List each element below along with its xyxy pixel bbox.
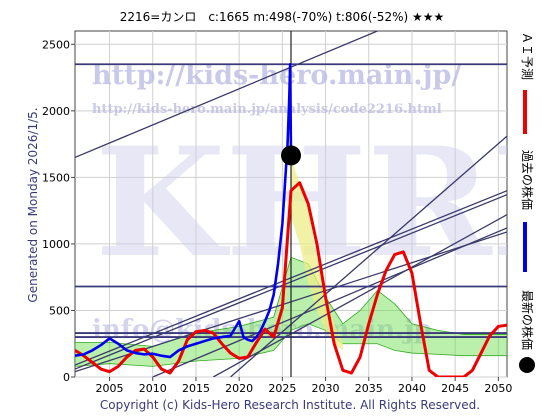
chart-title: 2216=カンロ c:1665 m:498(-70%) t:806(-52%) … (120, 10, 445, 24)
legend-past-price-swatch (523, 222, 527, 272)
trend-line (212, 214, 507, 377)
x-tick-label: 2040 (398, 382, 426, 395)
x-tick-label: 2020 (225, 382, 253, 395)
y-tick-label: 1500 (42, 171, 70, 184)
legend-latest-price-dot (519, 357, 535, 373)
x-tick-label: 2030 (312, 382, 340, 395)
band-yellow (291, 157, 343, 351)
analysis-url-watermark: http://kids-hero.main.jp/analysis/code22… (92, 102, 442, 117)
legend-past-price-label: 過去の株価 (520, 150, 535, 210)
latest-marker-group (281, 145, 301, 166)
y-axis-ticks: 0 500 1000 1500 2000 2500 (42, 38, 75, 384)
price-series (75, 62, 507, 377)
legend-latest-price-label: 最新の株価 (520, 290, 535, 350)
x-tick-label: 2010 (139, 382, 167, 395)
x-tick-label: 2005 (96, 382, 124, 395)
legend: ＡＩ予測 過去の株価 最新の株価 (519, 32, 535, 373)
series-past-price (75, 62, 293, 359)
y-tick-label: 0 (63, 371, 70, 384)
trend-line (75, 31, 378, 159)
x-tick-label: 2035 (355, 382, 383, 395)
x-tick-label: 2025 (268, 382, 296, 395)
series-ai-forecast (75, 181, 507, 377)
legend-ai-forecast-label: ＡＩ予測 (520, 32, 534, 80)
brand-watermark: KHRI (95, 115, 560, 291)
y-tick-label: 2500 (42, 38, 70, 51)
y-tick-label: 1000 (42, 238, 70, 251)
legend-ai-forecast-swatch (523, 90, 527, 134)
trend-line (152, 227, 507, 377)
x-axis-ticks: 2005 2010 2015 2020 2025 2030 2035 2040 2045 2050 (96, 377, 512, 395)
generated-date-label: Generated on Monday 2026/1/5. (26, 107, 40, 302)
y-tick-label: 500 (49, 304, 70, 317)
latest-price-marker (281, 145, 301, 166)
x-tick-label: 2050 (484, 382, 512, 395)
y-tick-label: 2000 (42, 105, 70, 118)
x-tick-label: 2045 (441, 382, 469, 395)
copyright-footer: Copyright (c) Kids-Hero Research Institu… (100, 398, 480, 412)
x-tick-label: 2015 (182, 382, 210, 395)
